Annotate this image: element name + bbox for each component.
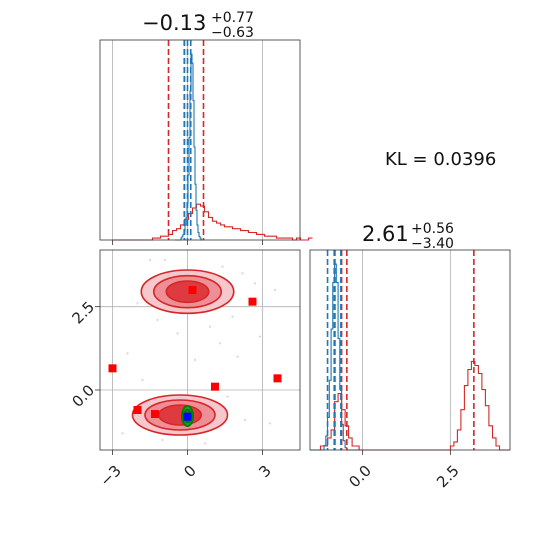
param2-title-upper-error: +0.56 [411, 221, 454, 237]
joint-sample-dot-18 [268, 422, 272, 425]
joint-sample-dot-22 [163, 258, 167, 262]
joint-lower-mode-contour-2 [157, 404, 203, 426]
joint-red-marker-2 [108, 364, 117, 373]
joint-sample-dot-9 [176, 332, 179, 335]
param1-title-upper-error: +0.77 [211, 10, 254, 26]
joint-red-marker-4 [273, 374, 282, 383]
joint-sample-dot-3 [136, 302, 139, 305]
joint-sample-dot-11 [126, 352, 129, 355]
param2-title-median: 2.61 [362, 222, 409, 246]
joint-panel-frame [99, 249, 301, 451]
joint-blue-marker [183, 412, 192, 421]
joint-sample-dot-10 [218, 342, 222, 345]
kl-divergence-label: KL = 0.0396 [385, 149, 496, 170]
joint-sample-dot-13 [193, 358, 197, 362]
param2-x-tick-label-1: 2.5 [433, 462, 463, 492]
joint-x-tick-label-2: 3 [255, 462, 274, 481]
marginal-panel-param2: 0.0 2.5 [309, 249, 511, 492]
joint-sample-dot-6 [208, 325, 212, 328]
marginal-panel-param1 [99, 39, 313, 245]
joint-x-tick-label-0: −3 [97, 462, 125, 490]
joint-red-marker-3 [211, 382, 219, 391]
param1-title-median: −0.13 [142, 11, 206, 35]
param1-title-lower-error: −0.63 [211, 25, 254, 41]
joint-upper-mode-contour-2 [165, 280, 210, 304]
marginal-panel-param2-frame [309, 249, 511, 451]
joint-sample-dot-19 [161, 438, 164, 442]
joint-sample-dot-15 [226, 395, 229, 398]
joint-red-marker-1 [248, 297, 257, 306]
param1-blue-histogram [175, 53, 203, 241]
joint-sample-dot-20 [203, 442, 207, 445]
joint-sample-dot-7 [156, 318, 159, 322]
joint-sample-dot-8 [253, 282, 257, 285]
joint-sample-dot-1 [221, 265, 224, 268]
joint-red-marker-6 [151, 410, 159, 418]
joint-y-tick-label-0: 0.0 [68, 381, 98, 411]
marginal-panel-param1-frame [99, 39, 301, 241]
joint-x-tick-label-1: 0 [180, 462, 199, 481]
joint-sample-dot-12 [258, 335, 262, 338]
joint-red-marker-5 [133, 406, 142, 414]
joint-sample-dot-16 [243, 418, 247, 422]
joint-panel: −3 0 3 0.0 2.5 [68, 249, 301, 490]
joint-sample-dot-21 [236, 355, 239, 358]
param1-red-histogram [112, 203, 313, 241]
joint-sample-dot-5 [261, 308, 264, 312]
joint-red-marker-0 [188, 286, 197, 294]
joint-sample-dot-0 [148, 258, 152, 262]
joint-y-tick-label-1: 2.5 [68, 298, 98, 328]
joint-sample-dot-23 [273, 288, 277, 292]
joint-sample-dot-4 [231, 315, 234, 318]
joint-sample-dot-14 [141, 378, 144, 382]
param2-x-tick-label-0: 0.0 [345, 462, 375, 492]
param2-title-lower-error: −3.40 [411, 236, 454, 252]
joint-sample-dot-2 [241, 272, 244, 275]
joint-sample-dot-17 [121, 432, 124, 435]
